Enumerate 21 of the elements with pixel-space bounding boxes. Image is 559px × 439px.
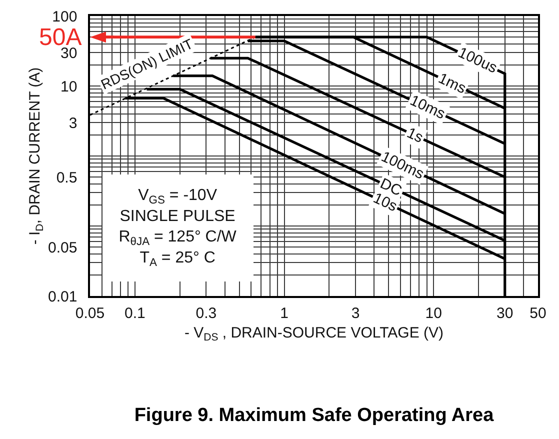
x-tick-label: 1 (280, 304, 288, 322)
text: 10ms (407, 92, 448, 123)
x-tick-label: 3 (351, 304, 360, 322)
x-tick-label: 30 (496, 304, 514, 322)
text: Figure 9. Maximum Safe Operating Area (134, 405, 494, 426)
text: V$_{GS}$ = -10V SINGLE PULSE R$_{θJA}$ = 125° C/W T$_{A}$ = 25° C (118, 187, 236, 269)
x-tick-label: 0.05 (75, 304, 105, 322)
x-tick-label: 10 (425, 304, 442, 322)
y-tick-label: 0.5 (56, 169, 78, 186)
x-tick-label: 0.3 (196, 304, 217, 322)
x-tick-label: 50 (530, 304, 546, 322)
y-tick-label: 3 (68, 114, 78, 132)
text: 100us (455, 44, 500, 77)
x-tick-label: 0.1 (124, 304, 146, 322)
text: 1ms (436, 70, 469, 98)
y-tick-label: 10 (60, 78, 78, 96)
y-tick-label: 100 (52, 8, 78, 26)
y-tick-label: 0.05 (48, 239, 78, 256)
text: 1s (404, 124, 426, 147)
y-tick-label: 0.01 (48, 288, 78, 306)
x-axis-title: - V$_{DS}$ , DRAIN-SOURCE VOLTAGE (V) (184, 324, 444, 344)
